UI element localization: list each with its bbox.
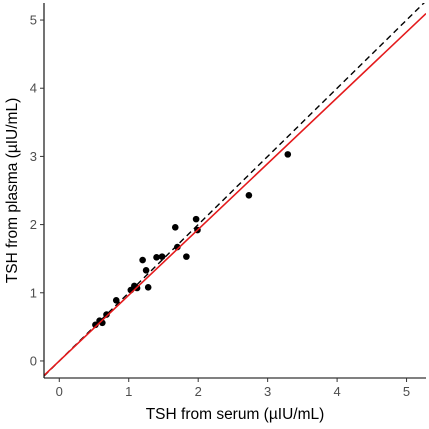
x-tick-label: 4 [333, 384, 340, 399]
x-tick-label: 1 [125, 384, 132, 399]
data-point [158, 253, 166, 260]
plot-marks [44, 3, 426, 377]
axes [43, 3, 426, 379]
data-point [284, 151, 292, 158]
identity-reference-line [44, 3, 425, 377]
tick-marks: 0 1 2 3 4 5 0 1 2 3 4 5 [30, 13, 410, 399]
x-tick-label: 2 [195, 384, 202, 399]
data-point [192, 215, 200, 223]
y-axis-title: TSH from plasma (µIU/mL) [4, 98, 21, 283]
x-tick-label: 3 [264, 384, 271, 399]
data-point [171, 224, 179, 231]
data-point [153, 254, 160, 261]
data-point [112, 296, 120, 304]
regression-fit-line [44, 12, 426, 377]
x-tick-label: 5 [403, 384, 410, 399]
data-point [139, 256, 146, 264]
y-tick-label: 4 [30, 81, 37, 96]
data-point [174, 243, 181, 251]
y-tick-label: 0 [30, 353, 37, 368]
y-tick-label: 3 [30, 149, 37, 164]
x-tick-label: 0 [56, 384, 63, 399]
data-point [142, 266, 150, 274]
data-point [144, 284, 152, 291]
y-tick-label: 2 [30, 217, 37, 232]
data-point [245, 191, 253, 199]
y-tick-label: 1 [30, 285, 37, 300]
data-point [183, 253, 190, 260]
y-tick-label: 5 [30, 13, 37, 28]
x-axis-title: TSH from serum (µIU/mL) [146, 406, 325, 423]
